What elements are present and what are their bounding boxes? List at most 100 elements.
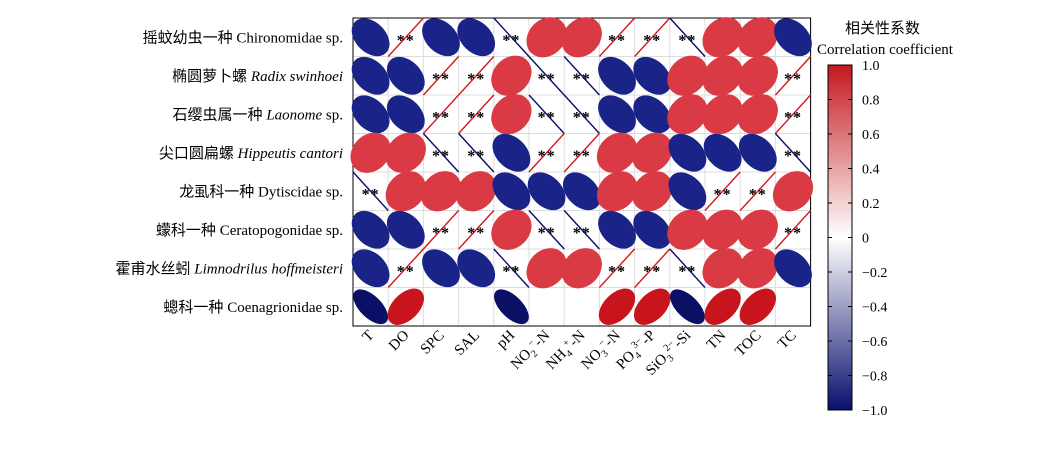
significance-mark: ** bbox=[784, 71, 802, 88]
correlation-cell bbox=[774, 249, 812, 288]
significance-mark: ** bbox=[678, 32, 696, 49]
legend-tick-label: −0.2 bbox=[862, 266, 887, 281]
correlation-cell bbox=[598, 17, 636, 57]
significance-mark: ** bbox=[538, 148, 556, 165]
significance-mark: ** bbox=[784, 109, 802, 126]
significance-mark: ** bbox=[608, 32, 626, 49]
correlation-cell bbox=[737, 209, 778, 250]
correlation-cell bbox=[632, 171, 673, 212]
correlation-cell bbox=[351, 18, 390, 57]
correlation-cell bbox=[702, 17, 743, 58]
correlation-cell bbox=[702, 248, 743, 289]
correlation-cell bbox=[704, 288, 741, 325]
correlation-cell bbox=[737, 55, 778, 96]
correlation-cell bbox=[385, 132, 426, 173]
significance-mark: ** bbox=[502, 263, 520, 280]
correlation-cell bbox=[386, 95, 425, 134]
significance-mark: ** bbox=[538, 71, 556, 88]
row-label: 摇蚊幼虫一种 Chironomidae sp. bbox=[143, 29, 343, 46]
correlation-cell bbox=[634, 248, 671, 288]
column-label: pH bbox=[494, 327, 518, 351]
row-label: 蟌科一种 Coenagrionidae sp. bbox=[163, 298, 343, 316]
correlation-cell bbox=[528, 210, 565, 250]
correlation-cell bbox=[420, 171, 462, 212]
correlation-cell bbox=[633, 210, 672, 249]
correlation-cell bbox=[667, 55, 708, 96]
correlation-cell bbox=[561, 248, 602, 289]
correlation-cell bbox=[457, 18, 496, 57]
correlation-cell bbox=[491, 94, 532, 135]
color-legend: 相关性系数 Correlation coefficient 1.0 0.8 0.6 0… bbox=[817, 20, 954, 419]
correlation-cell bbox=[669, 248, 706, 288]
correlation-cell bbox=[387, 248, 424, 288]
correlation-cell bbox=[492, 133, 531, 172]
correlation-cell bbox=[562, 172, 601, 211]
correlation-cell bbox=[563, 56, 600, 96]
correlation-cell bbox=[528, 56, 565, 96]
row-labels: 摇蚊幼虫一种 Chironomidae sp. 椭圆萝卜螺 Radix swinh… bbox=[115, 29, 343, 316]
correlation-cell bbox=[668, 172, 707, 211]
column-label: TN bbox=[704, 327, 730, 353]
correlation-cell bbox=[422, 249, 460, 288]
correlation-cell bbox=[493, 289, 529, 325]
correlation-cell bbox=[633, 56, 672, 95]
correlation-cell bbox=[598, 248, 636, 288]
correlation-cell bbox=[737, 94, 778, 135]
column-labels: T DO SPC SAL pHNO2−-NNH4+-NNO3−-NPO43−-PSiO3… bbox=[360, 327, 800, 378]
correlation-cell bbox=[458, 133, 495, 173]
correlation-cell bbox=[387, 17, 424, 57]
correlation-cell bbox=[387, 288, 424, 325]
correlation-cell bbox=[351, 210, 390, 249]
correlation-cell bbox=[596, 132, 638, 173]
row-label: 蠓科一种 Ceratopogonidae sp. bbox=[156, 222, 343, 239]
correlation-cell bbox=[772, 171, 814, 212]
significance-mark: ** bbox=[432, 109, 450, 126]
legend-tick-label: −0.4 bbox=[862, 301, 887, 316]
significance-mark: ** bbox=[573, 109, 591, 126]
correlation-cell bbox=[526, 248, 567, 289]
row-label: 尖口圆扁螺 Hippeutis cantori bbox=[159, 145, 343, 162]
correlation-cell bbox=[739, 288, 776, 325]
correlation-cell bbox=[774, 56, 812, 96]
significance-mark: ** bbox=[784, 148, 802, 165]
correlation-cells: ** ** ** ** ** ** ** ** ** ** ** ** ** ** ** ** ** ** ** **… bbox=[350, 17, 814, 325]
correlation-cell bbox=[422, 133, 460, 173]
significance-mark: ** bbox=[538, 225, 556, 242]
row-label: 霍甫水丝蚓 Limnodrilus hoffmeisteri bbox=[115, 260, 343, 277]
row-label: 石缨虫属一种 Laonome sp. bbox=[173, 106, 343, 123]
legend-tick-label: 0.4 bbox=[862, 163, 880, 178]
correlation-cell bbox=[739, 171, 776, 211]
correlation-cell bbox=[596, 171, 638, 212]
correlation-cell bbox=[458, 56, 495, 96]
correlation-cell bbox=[774, 210, 812, 250]
correlation-cell bbox=[702, 209, 743, 250]
significance-mark: ** bbox=[538, 109, 556, 126]
correlation-cell bbox=[774, 18, 812, 57]
correlation-cell bbox=[702, 55, 743, 96]
correlation-cell bbox=[737, 248, 778, 289]
correlation-cell bbox=[561, 17, 602, 58]
correlation-cell bbox=[351, 95, 390, 134]
correlation-cell bbox=[668, 133, 707, 172]
significance-mark: ** bbox=[467, 148, 485, 165]
legend-title-en: Correlation coefficient bbox=[817, 42, 954, 58]
correlation-cell bbox=[528, 133, 565, 173]
correlation-cell bbox=[703, 133, 742, 172]
correlation-cell bbox=[669, 289, 705, 325]
legend-tick-label: 0.2 bbox=[862, 197, 880, 212]
significance-mark: ** bbox=[678, 263, 696, 280]
significance-mark: ** bbox=[573, 71, 591, 88]
correlation-cell bbox=[704, 171, 741, 211]
column-label: DO bbox=[386, 327, 413, 354]
significance-mark: ** bbox=[608, 263, 626, 280]
significance-mark: ** bbox=[784, 225, 802, 242]
correlation-cell bbox=[492, 172, 531, 211]
correlation-cell bbox=[563, 133, 600, 173]
correlation-cell bbox=[598, 288, 636, 325]
correlation-cell bbox=[350, 132, 391, 173]
legend-tick-label: 0.8 bbox=[862, 94, 880, 109]
correlation-cell bbox=[457, 249, 496, 288]
correlation-cell bbox=[458, 210, 495, 250]
correlation-cell bbox=[598, 210, 636, 249]
